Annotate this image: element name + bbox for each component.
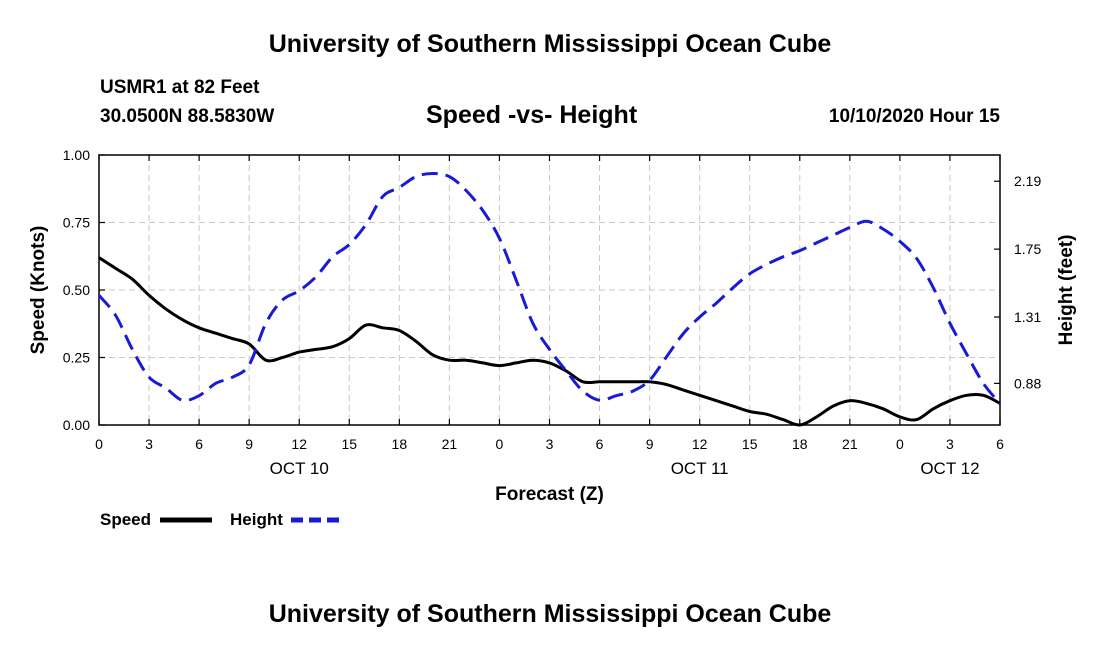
day-label: OCT 10 — [270, 459, 329, 478]
x-tick-label: 3 — [546, 436, 554, 452]
y-tick-label-left: 0.75 — [63, 215, 90, 231]
y-tick-label-right: 1.75 — [1014, 241, 1041, 257]
series-line-height — [97, 172, 1002, 405]
x-tick-label: 3 — [145, 436, 153, 452]
day-label: OCT 11 — [671, 459, 729, 478]
x-tick-label: 12 — [692, 436, 708, 452]
x-tick-label: 6 — [996, 436, 1004, 452]
x-tick-label: 21 — [442, 436, 458, 452]
coordinates-label: 30.0500N 88.5830W — [100, 106, 275, 127]
x-tick-label: 6 — [195, 436, 203, 452]
y-tick-label-right: 1.31 — [1014, 309, 1041, 325]
x-tick-label: 3 — [946, 436, 954, 452]
y-axis-title-right: Height (feet) — [1056, 235, 1077, 346]
series-group — [97, 172, 1002, 427]
datetime-label: 10/10/2020 Hour 15 — [828, 106, 1000, 127]
y-tick-label-right: 0.88 — [1014, 375, 1041, 391]
x-tick-label: 6 — [596, 436, 604, 452]
x-tick-label: 0 — [496, 436, 504, 452]
legend-label-speed: Speed — [100, 510, 151, 529]
x-tick-label: 0 — [896, 436, 904, 452]
x-tick-label: 12 — [291, 436, 307, 452]
x-tick-label: 15 — [341, 436, 357, 452]
station-label: USMR1 at 82 Feet — [100, 77, 260, 98]
chart-title-top: University of Southern Mississippi Ocean… — [268, 30, 832, 58]
legend-label-height: Height — [230, 510, 283, 529]
legend: Speed Height — [100, 510, 343, 529]
axis-ticks: 0 3 6 9 12 15 18 21 0 3 6 9 12 15 18 21 0 3 6 OCT 10 OCT 11 O… — [63, 147, 1042, 478]
y-tick-label-right: 2.19 — [1014, 173, 1041, 189]
x-tick-label: 9 — [245, 436, 253, 452]
x-tick-label: 15 — [742, 436, 758, 452]
y-tick-label-left: 0.50 — [63, 282, 90, 298]
x-tick-label: 9 — [646, 436, 654, 452]
y-tick-label-left: 0.25 — [63, 350, 90, 366]
chart-subtitle: Speed -vs- Height — [426, 101, 638, 129]
series-line-speed — [98, 256, 1001, 427]
grid-lines — [99, 155, 1000, 425]
x-tick-label: 21 — [842, 436, 858, 452]
y-tick-label-left: 0.00 — [63, 417, 90, 433]
y-tick-label-left: 1.00 — [63, 147, 90, 163]
y-axis-title-left: Speed (Knots) — [28, 226, 49, 355]
chart-title-bottom: University of Southern Mississippi Ocean… — [268, 600, 832, 628]
x-axis-title: Forecast (Z) — [495, 484, 604, 505]
x-tick-label: 0 — [95, 436, 103, 452]
x-tick-label: 18 — [792, 436, 808, 452]
day-label: OCT 12 — [920, 459, 979, 478]
x-tick-label: 18 — [392, 436, 408, 452]
